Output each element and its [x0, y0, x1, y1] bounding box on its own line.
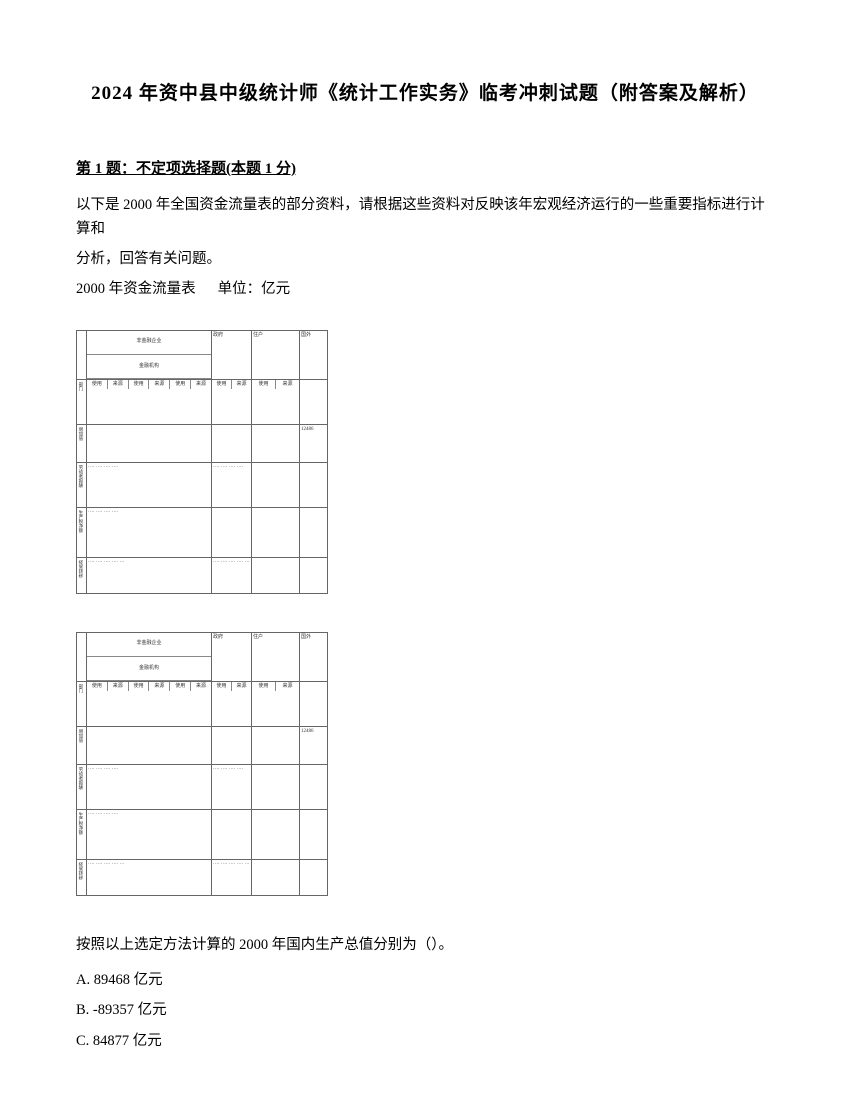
table-caption-left: 2000 年资金流量表: [76, 281, 196, 297]
t1-h-c3: 政府: [212, 330, 252, 380]
t1-h-c5: 国外: [300, 330, 328, 380]
t1-r2-label: 部门: [77, 380, 87, 425]
t2-h-main: 非金融企业: [87, 633, 211, 657]
page-title: 2024 年资中县中级统计师《统计工作实务》临考冲刺试题（附答案及解析）: [76, 78, 774, 105]
t2-h-c5: 国外: [300, 632, 328, 682]
option-c: C. 84877 亿元: [76, 1029, 774, 1054]
t1-h-sub: 金融机构: [87, 355, 211, 379]
question-number: 第 1 题：: [76, 161, 136, 177]
t1-r6-label: 経常转移: [77, 558, 87, 594]
t1-h-c4: 住户: [252, 330, 300, 380]
intro-line-1: 以下是 2000 年全国资金流量表的部分资料，请根据这些资料对反映该年宏观经济运…: [76, 194, 774, 242]
option-a: A. 89468 亿元: [76, 968, 774, 993]
t2-r6-label: 経常转移: [77, 860, 87, 896]
t2-r5-label: 生产税净额: [77, 810, 87, 860]
fund-flow-table-1: 非金融企业 金融机构 政府 住户 国外 部门 使用来源使用来源使用来源 使用来源…: [76, 330, 328, 594]
t2-r3-label: 増加值: [77, 727, 87, 765]
question-prompt: 按照以上选定方法计算的 2000 年国内生产总值分别为（）。: [76, 934, 774, 958]
t2-h-c3: 政府: [212, 632, 252, 682]
table-caption: 2000 年资金流量表 单位：亿元: [76, 278, 774, 302]
question-type: 不定项选择题: [136, 161, 226, 177]
t2-r3-num: 12486: [300, 727, 328, 765]
fund-flow-table-2: 非金融企业 金融机构 政府 住户 国外 部门 使用来源使用来源使用来源 使用来源…: [76, 632, 328, 896]
t2-h-c4: 住户: [252, 632, 300, 682]
t1-r5-label: 生产税净额: [77, 508, 87, 558]
table-caption-right: 单位：亿元: [218, 281, 291, 297]
t2-h-sub: 金融机构: [87, 657, 211, 681]
option-b: B. -89357 亿元: [76, 998, 774, 1023]
t1-h-main: 非金融企业: [87, 331, 211, 355]
question-points: (本题 1 分): [226, 161, 296, 177]
t2-r2-label: 部门: [77, 682, 87, 727]
t1-r3-num: 12486: [300, 425, 328, 463]
t2-r4-label: 劳动者报酬: [77, 765, 87, 810]
t1-r3-label: 増加值: [77, 425, 87, 463]
intro-line-2: 分析，回答有关问题。: [76, 248, 774, 272]
question-heading: 第 1 题：不定项选择题(本题 1 分): [76, 157, 774, 178]
t1-r4-label: 劳动者报酬: [77, 463, 87, 508]
